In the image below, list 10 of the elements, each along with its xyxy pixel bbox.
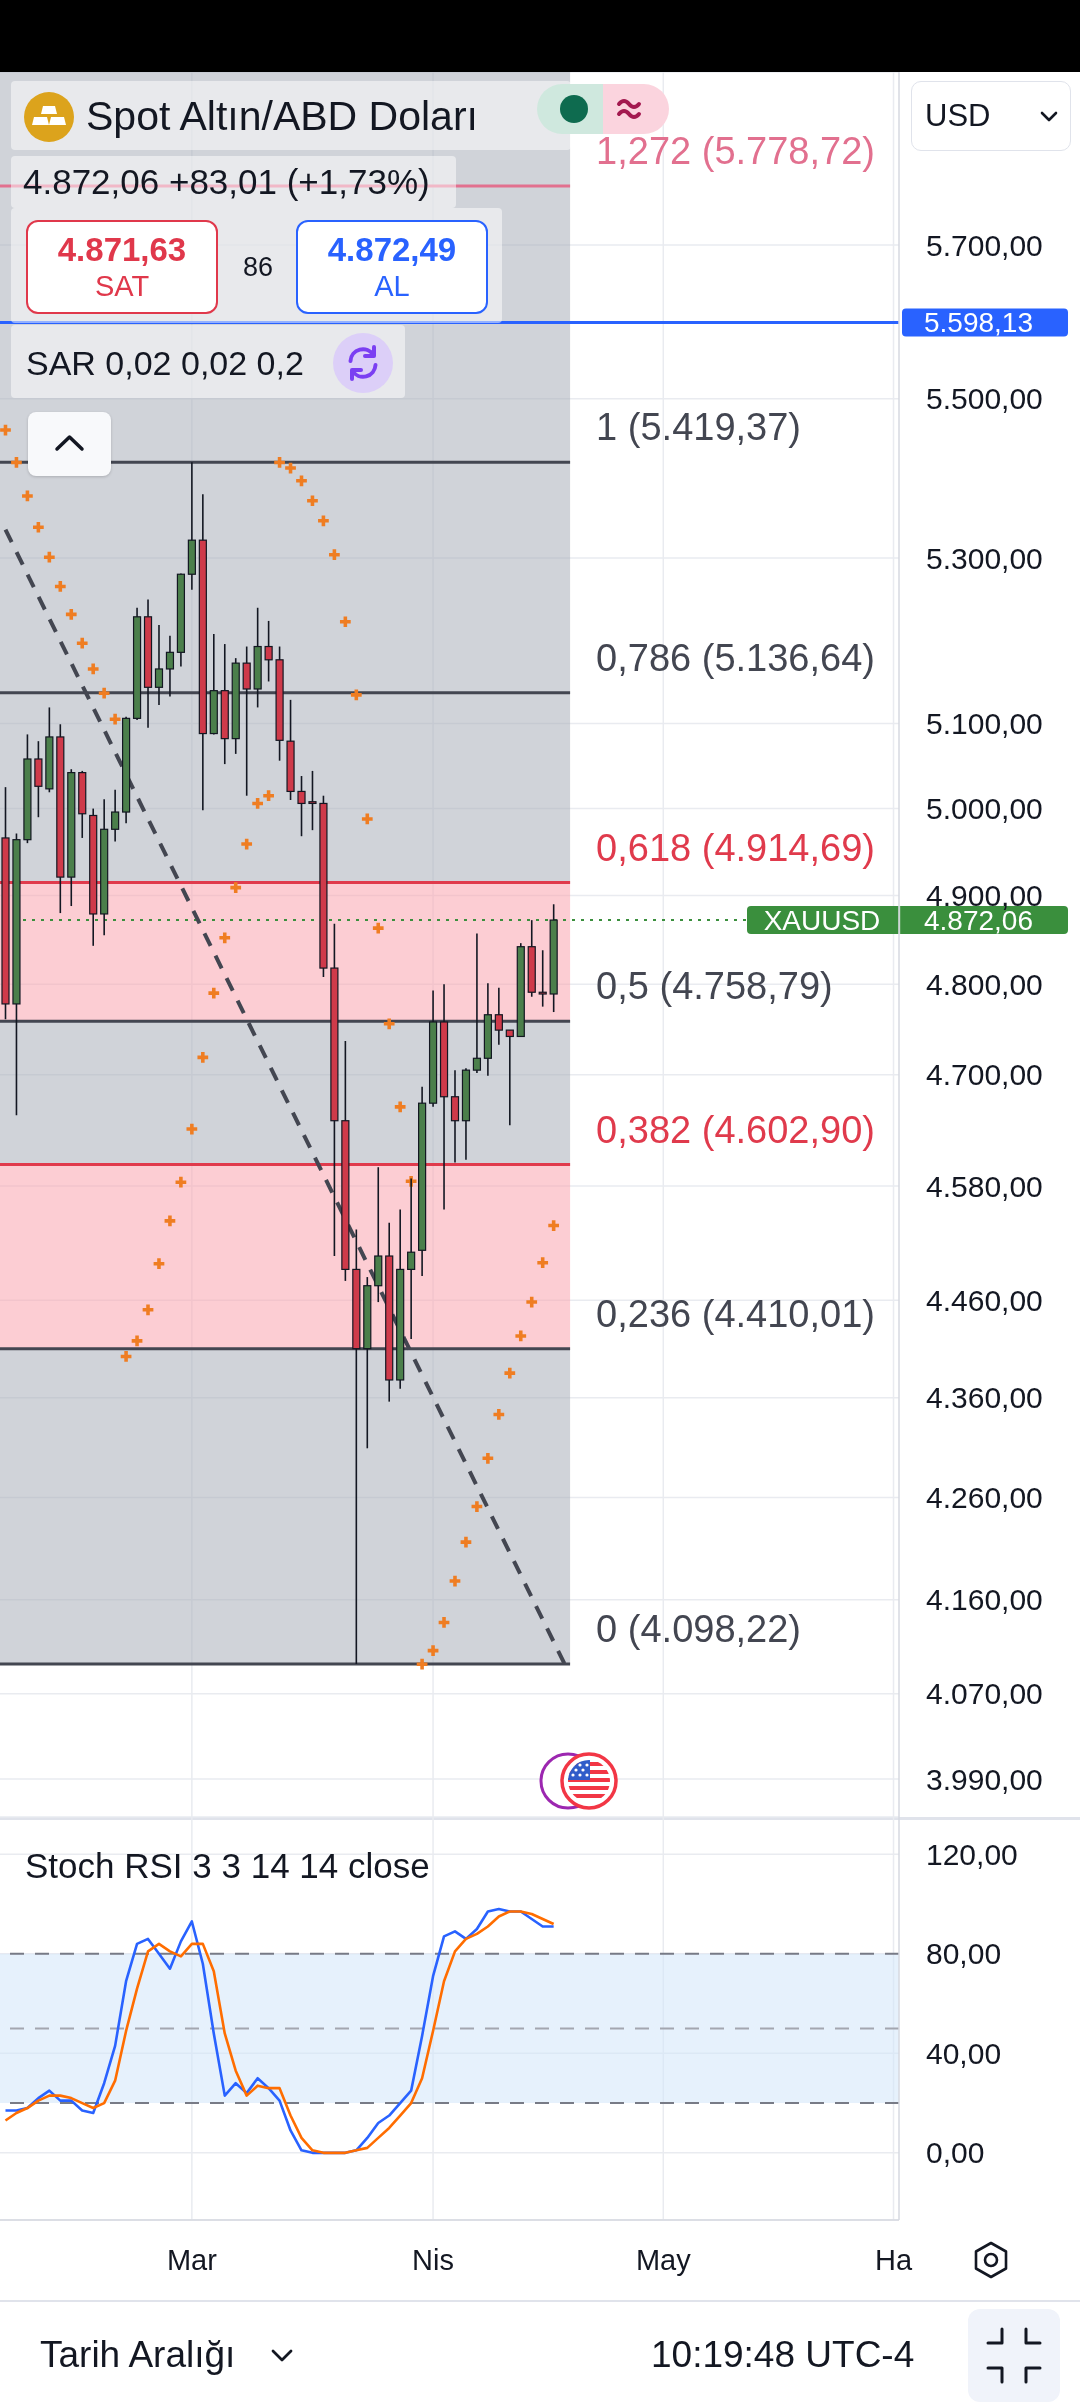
- point: [0, 424, 11, 436]
- x-tick-label: Mar: [166, 2244, 218, 2276]
- y-tick-label: 80,00: [926, 1937, 1002, 1971]
- text: Stoch RSI 3 3 14 14 close: [25, 1846, 430, 1885]
- y-tick-label: 0,00: [926, 2136, 985, 2170]
- x-tick-label: May: [635, 2244, 692, 2276]
- x-tick-label: Nis: [412, 2244, 454, 2276]
- x-tick-label: Ha: [874, 2244, 913, 2276]
- y-tick-label: 120,00: [926, 1837, 1018, 1871]
- y-tick-label: 40,00: [926, 2036, 1002, 2070]
